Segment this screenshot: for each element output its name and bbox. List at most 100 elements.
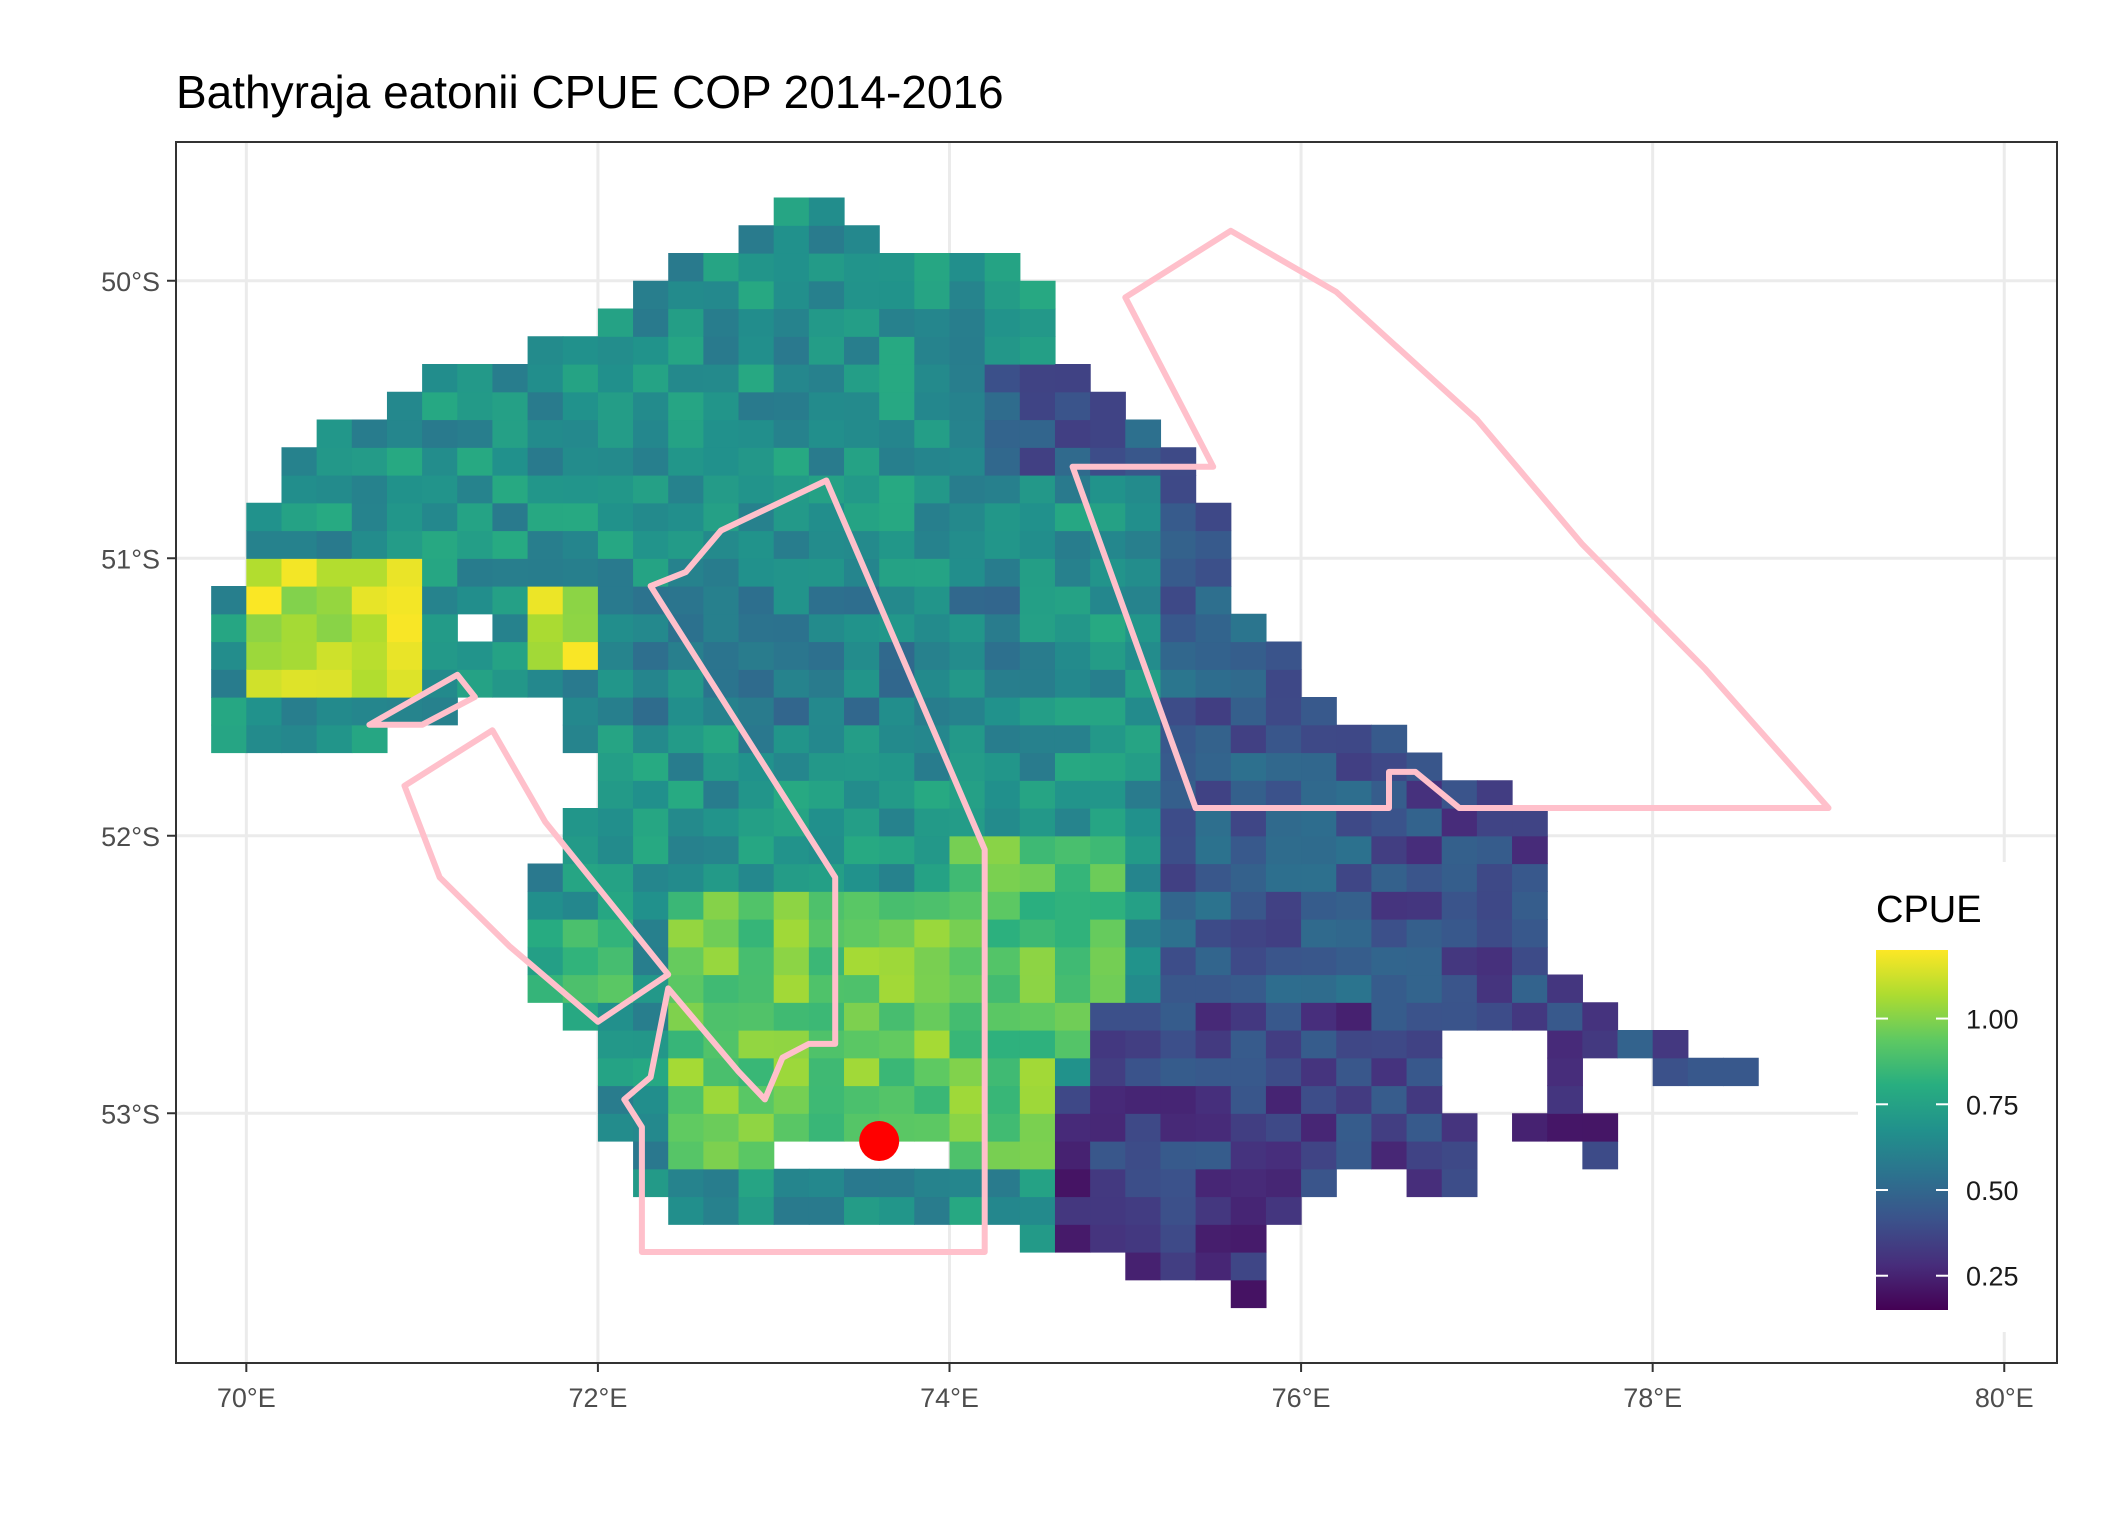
cpue-cell (879, 280, 915, 310)
cpue-cell (527, 530, 564, 559)
cpue-cell (1230, 946, 1267, 976)
cpue-cell (1019, 613, 1056, 643)
cpue-cell (386, 530, 423, 559)
cpue-cell (1476, 919, 1513, 948)
cpue-cell (457, 530, 494, 559)
cpue-cell (773, 530, 810, 559)
cpue-cell (633, 1168, 669, 1198)
cpue-cell (844, 419, 880, 448)
cpue-cell (597, 669, 634, 698)
cpue-cell (1476, 863, 1513, 892)
cpue-cell (703, 780, 740, 809)
cpue-cell (808, 669, 845, 698)
cpue-cell (1054, 863, 1091, 892)
zone-polygon-4 (401, 727, 672, 1025)
cpue-cell (1406, 946, 1443, 976)
cpue-cell (703, 336, 740, 365)
highlight-point (859, 1121, 900, 1161)
cpue-cell (668, 1196, 704, 1225)
cpue-cell (1230, 1168, 1267, 1198)
cpue-cell (703, 641, 740, 670)
cpue-cell (1019, 308, 1056, 337)
cpue-cell (1125, 724, 1162, 754)
cpue-cell (1019, 558, 1056, 587)
cpue-cell (738, 641, 775, 670)
cpue-cell (1547, 1057, 1583, 1087)
cpue-cell (1054, 974, 1091, 1003)
cpue-cell (1019, 1113, 1056, 1142)
cpue-cell (879, 697, 915, 726)
cpue-cell (773, 891, 810, 920)
cpue-cell (281, 697, 318, 726)
cpue-cell (492, 641, 529, 670)
cpue-cell (1090, 1224, 1126, 1253)
cpue-cell (808, 891, 845, 920)
cpue-cell (633, 475, 669, 504)
cpue-cell (1406, 1002, 1443, 1031)
cpue-cell (949, 419, 986, 448)
cpue-cell (914, 974, 951, 1003)
cpue-cell (562, 808, 599, 837)
cpue-cell (1336, 808, 1372, 837)
cpue-cell (1406, 891, 1443, 920)
y-tick-label: 50°S (101, 267, 160, 297)
cpue-cell (633, 447, 669, 476)
cpue-cell (1265, 808, 1302, 837)
cpue-cell (738, 586, 775, 615)
cpue-cell (1441, 919, 1478, 948)
cpue-cell (1301, 891, 1337, 920)
cpue-cell (1265, 974, 1302, 1003)
cpue-cell (773, 197, 810, 226)
cpue-cell (527, 336, 564, 365)
cpue-cell (773, 863, 810, 892)
cpue-cell (562, 641, 599, 670)
cpue-cell (773, 613, 810, 643)
cpue-cell (597, 1113, 634, 1142)
cpue-cell (949, 946, 986, 976)
cpue-cell (633, 752, 669, 781)
cpue-cell (1019, 863, 1056, 892)
cpue-cell (1090, 391, 1126, 421)
cpue-cell (457, 447, 494, 476)
cpue-cell (1090, 780, 1126, 809)
cpue-cell (1230, 974, 1267, 1003)
cpue-cell (703, 253, 740, 282)
cpue-cell (351, 475, 388, 504)
cpue-cell (1406, 1085, 1443, 1114)
cpue-cell (668, 253, 704, 282)
cpue-cell (1125, 1224, 1162, 1253)
cpue-cell (1160, 1057, 1197, 1087)
cpue-cell (1054, 1168, 1091, 1198)
cpue-cell (1160, 1030, 1197, 1059)
cpue-cell (1195, 891, 1232, 920)
panel-border (175, 141, 2058, 1364)
cpue-cell (773, 974, 810, 1003)
x-tick-label: 78°E (1623, 1383, 1682, 1413)
cpue-cell (1054, 891, 1091, 920)
cpue-cell (1336, 835, 1372, 865)
cpue-cell (844, 336, 880, 365)
cpue-cell (914, 1085, 951, 1114)
cpue-cell (1301, 1002, 1337, 1031)
cpue-cell (562, 419, 599, 448)
cpue-cell (738, 253, 775, 282)
cpue-cell (879, 780, 915, 809)
cpue-cell (1230, 1113, 1267, 1142)
cpue-cell (1230, 1141, 1267, 1170)
cpue-cell (844, 891, 880, 920)
cpue-cell (1230, 697, 1267, 726)
cpue-cell (1160, 530, 1197, 559)
cpue-cell (1230, 835, 1267, 865)
cpue-cell (844, 780, 880, 809)
cpue-cell (281, 530, 318, 559)
cpue-cell (879, 364, 915, 393)
cpue-cell (773, 280, 810, 310)
cpue-cell (1230, 1085, 1267, 1114)
cpue-cell (492, 475, 529, 504)
cpue-cell (1160, 808, 1197, 837)
cpue-cell (1230, 1252, 1267, 1281)
cpue-cell (1371, 1030, 1408, 1059)
cpue-cell (949, 364, 986, 393)
cpue-cell (316, 558, 353, 587)
